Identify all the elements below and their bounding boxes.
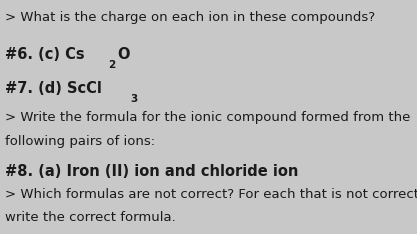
Text: O: O	[117, 47, 130, 62]
Text: > What is the charge on each ion in these compounds?: > What is the charge on each ion in thes…	[5, 11, 375, 24]
Text: #8. (a) Iron (II) ion and chloride ion: #8. (a) Iron (II) ion and chloride ion	[5, 164, 299, 179]
Text: 2: 2	[108, 60, 115, 70]
Text: #7. (d) ScCl: #7. (d) ScCl	[5, 81, 102, 96]
Text: #6. (c) Cs: #6. (c) Cs	[5, 47, 85, 62]
Text: > Write the formula for the ionic compound formed from the: > Write the formula for the ionic compou…	[5, 111, 410, 124]
Text: write the correct formula.: write the correct formula.	[5, 211, 176, 224]
Text: 3: 3	[130, 94, 137, 104]
Text: > Which formulas are not correct? For each that is not correct,: > Which formulas are not correct? For ea…	[5, 188, 417, 201]
Text: following pairs of ions:: following pairs of ions:	[5, 135, 155, 148]
